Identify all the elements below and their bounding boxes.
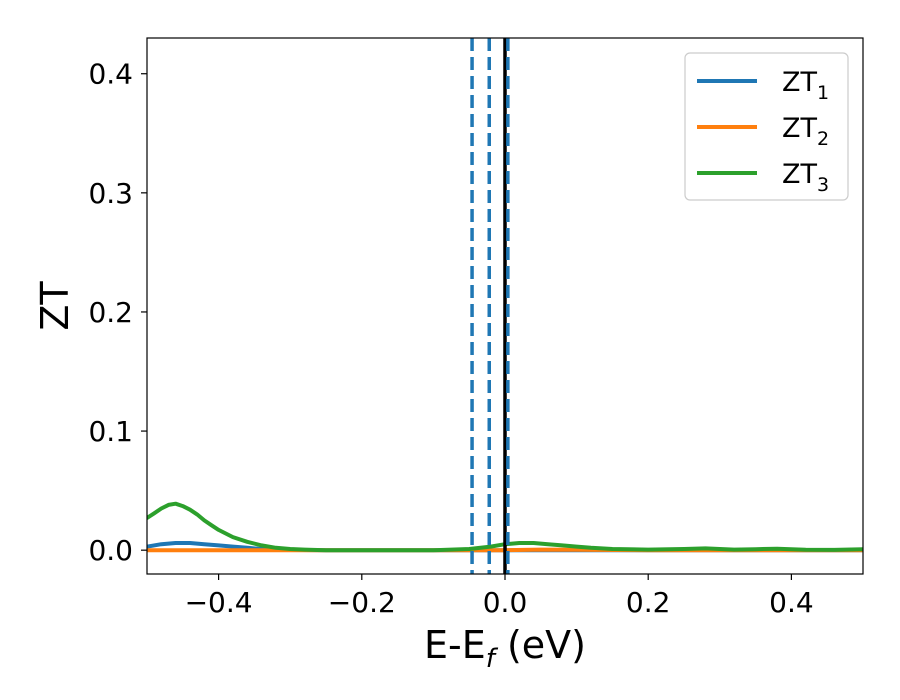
y-axis-label: ZT <box>33 281 77 331</box>
x-tick-label: −0.2 <box>328 586 396 619</box>
legend-box <box>684 52 849 201</box>
x-axis-label: E-Ef (eV) <box>424 623 586 674</box>
x-tick-label: 0.4 <box>769 586 814 619</box>
series-line-zt3 <box>147 501 863 553</box>
y-tick-label: 0.0 <box>88 534 133 567</box>
y-tick-label: 0.2 <box>88 296 133 329</box>
legend: ZT1 ZT2 ZT3 <box>684 52 849 201</box>
x-tick-label: 0.2 <box>626 586 671 619</box>
y-tick-label: 0.1 <box>88 415 133 448</box>
axes: −0.4 −0.2 0.0 0.2 0.4 0.0 0.1 0.2 0.3 0.4 E-Ef (eV… <box>33 37 864 674</box>
x-tick-label: −0.4 <box>185 586 253 619</box>
legend-label-zt1: ZT1 <box>782 67 829 104</box>
plot-area <box>147 38 863 574</box>
y-tick-label: 0.4 <box>88 58 133 91</box>
x-tick-label: 0.0 <box>483 586 528 619</box>
legend-label-zt3: ZT3 <box>782 159 829 196</box>
y-tick-label: 0.3 <box>88 177 133 210</box>
legend-label-zt2: ZT2 <box>782 113 829 150</box>
